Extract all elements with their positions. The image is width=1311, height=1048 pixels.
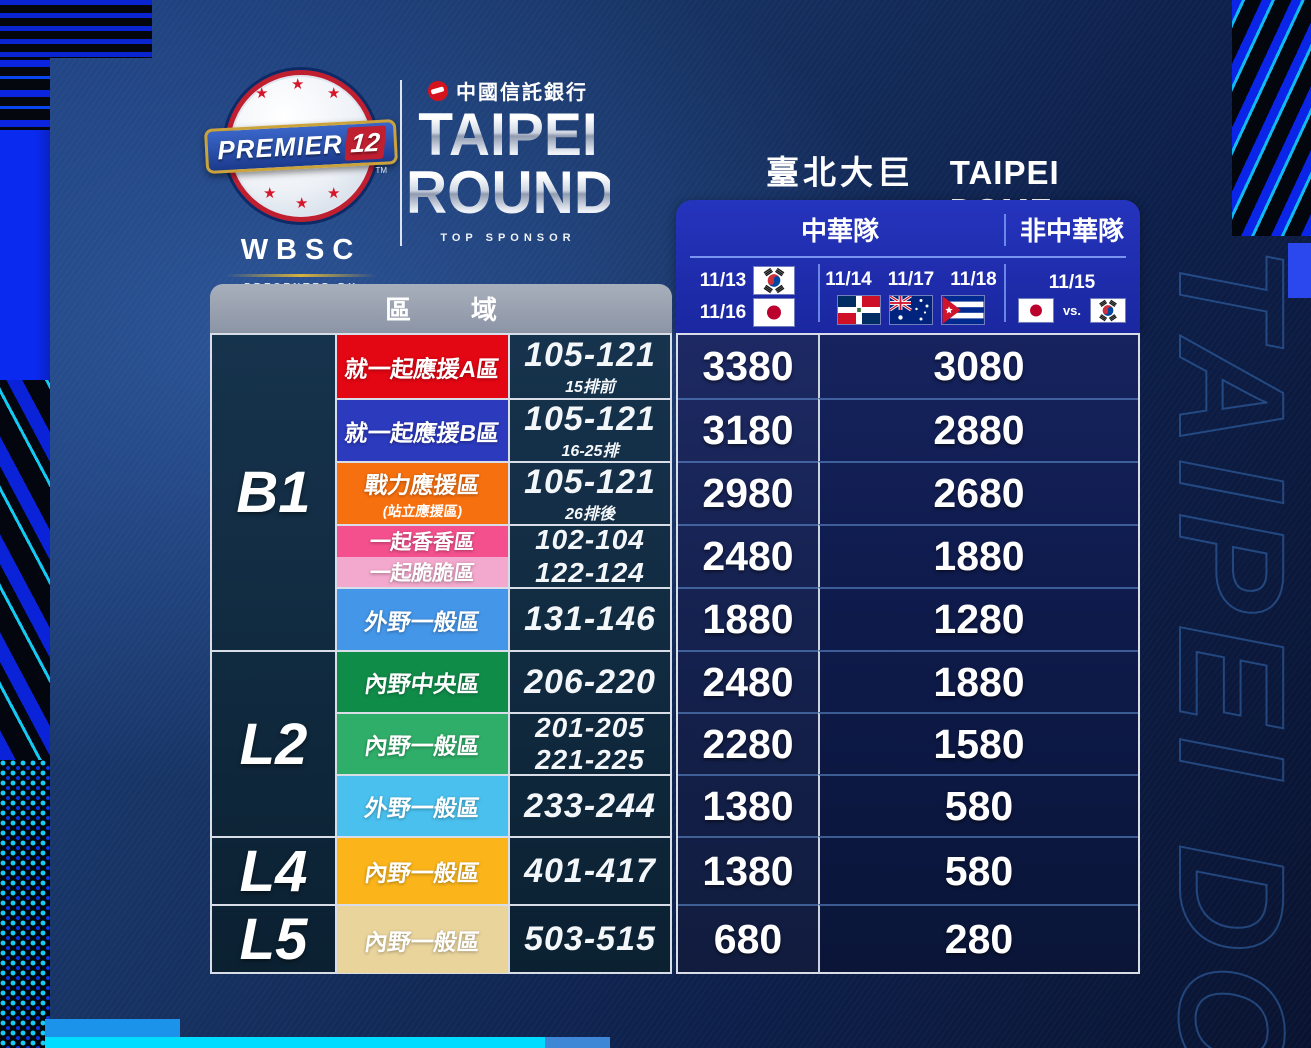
area-table: 區域 B1 L2 L4 L5 就一起應援A區 105-121 15排前 就一起應援… xyxy=(210,284,672,974)
away-team-header: 非中華隊 xyxy=(1019,216,1124,246)
flag-australia-icon xyxy=(890,296,932,324)
flag-dominican-republic-icon xyxy=(838,296,880,324)
zone-power-cheer: 戰力應援區 (站立應援區) xyxy=(335,461,508,524)
top-sponsor-label: TOP SPONSOR xyxy=(440,232,576,245)
date-group-2: 11/14 11/17 11/18 xyxy=(818,260,1004,333)
zone-outfield-b1: 外野一般區 xyxy=(335,587,508,650)
date-11-14: 11/14 xyxy=(825,269,872,290)
price-other: 1880 xyxy=(818,650,1138,712)
trademark-symbol: TM xyxy=(375,166,387,175)
seats-infield-central: 206-220 xyxy=(508,650,670,712)
price-table: 3380 3080 3180 2880 2980 2680 2480 1880 … xyxy=(676,333,1140,974)
zone-infield-general-l5: 內野一般區 xyxy=(335,904,508,973)
zone-cheer-b: 就一起應援B區 xyxy=(335,398,508,461)
date-11-16: 11/16 xyxy=(699,301,747,323)
date-group-3: 11/15 vs. xyxy=(1004,260,1140,333)
seats-outfield-l2: 233-244 xyxy=(508,774,670,836)
flag-south-korea-icon xyxy=(754,267,795,294)
flag-south-korea-icon xyxy=(1091,298,1126,322)
level-l5: L5 xyxy=(212,904,335,973)
zone-infield-general-l2: 內野一般區 xyxy=(335,712,508,774)
ctbc-bank-name: 中國信託銀行 xyxy=(456,82,588,104)
seats-power-cheer: 105-121 26排後 xyxy=(508,461,670,524)
taipei-dome-watermark: TAIPEI DOME xyxy=(1147,245,1311,1048)
seats-cheer-b: 105-121 16-25排 xyxy=(508,398,670,461)
level-b1: B1 xyxy=(236,460,311,525)
decor-bottom-strip-lightblue xyxy=(545,1037,610,1048)
date-11-17: 11/17 xyxy=(887,269,935,290)
seats-cheer-a: 105-121 15排前 xyxy=(508,335,670,398)
brand-divider-line xyxy=(400,80,402,246)
decor-top-left-glitch xyxy=(0,0,152,58)
zone-infield-general-l4: 內野一般區 xyxy=(335,836,508,904)
price-home: 2980 xyxy=(678,461,818,524)
price-home: 1380 xyxy=(678,774,818,836)
price-home: 2480 xyxy=(678,650,818,712)
price-home: 1880 xyxy=(678,587,818,650)
zone-outfield-l2: 外野一般區 xyxy=(335,774,508,836)
decor-top-right-leaf xyxy=(1232,0,1311,236)
decor-blue-square xyxy=(1288,243,1311,298)
taipei-round-logo: 中國信託銀行 TAIPEI ROUND TOP SPONSOR xyxy=(406,76,615,245)
price-other: 580 xyxy=(818,836,1138,904)
price-other: 1880 xyxy=(818,524,1138,587)
taipei-round-line2: ROUND xyxy=(406,158,615,227)
price-other: 2680 xyxy=(818,461,1138,524)
premier12-baseball-icon: ★ ★ ★ ★ ★ ★ PREMIER 12 TM xyxy=(203,70,399,222)
vs-label: vs. xyxy=(1062,302,1082,318)
date-11-15: 11/15 xyxy=(1048,271,1096,293)
schedule-panel: 中華隊 非中華隊 11/13 11/16 11/14 11/17 xyxy=(676,200,1140,333)
price-other: 2880 xyxy=(818,398,1138,461)
price-home: 3380 xyxy=(678,335,818,398)
price-other: 1580 xyxy=(818,712,1138,774)
zone-infield-central: 內野中央區 xyxy=(335,650,508,712)
decor-bottom-strip-cyan xyxy=(45,1037,545,1048)
gold-divider xyxy=(226,274,376,277)
seats-infield-general-l4: 401-417 xyxy=(508,836,670,904)
zone-cheer-a: 就一起應援A區 xyxy=(335,335,508,398)
seats-infield-general-l5: 503-515 xyxy=(508,904,670,973)
price-other: 1280 xyxy=(818,587,1138,650)
price-home: 680 xyxy=(678,904,818,973)
flag-japan-icon xyxy=(1018,298,1053,322)
price-home: 1380 xyxy=(678,836,818,904)
area-header-label: 區域 xyxy=(385,295,557,325)
level-l2: L2 xyxy=(212,650,335,836)
area-table-header: 區域 xyxy=(210,284,672,333)
flag-cuba-icon xyxy=(942,296,984,324)
price-home: 2480 xyxy=(678,524,818,587)
seats-outfield-b1: 131-146 xyxy=(508,587,670,650)
date-11-13: 11/13 xyxy=(699,269,747,291)
price-other: 3080 xyxy=(818,335,1138,398)
decor-left-strip xyxy=(0,0,50,1048)
price-home: 3180 xyxy=(678,398,818,461)
wbsc-wordmark: WBSC xyxy=(240,234,362,266)
ctbc-bank-icon xyxy=(428,80,448,101)
price-home: 2280 xyxy=(678,712,818,774)
date-11-18: 11/18 xyxy=(950,269,997,290)
level-l4: L4 xyxy=(212,836,335,904)
price-other: 580 xyxy=(818,774,1138,836)
flag-japan-icon xyxy=(754,299,795,326)
seats-shiang-cui: 102-104 122-124 xyxy=(508,524,670,588)
ctbc-bank-logo: 中國信託銀行 xyxy=(406,76,610,105)
price-other: 280 xyxy=(818,904,1138,973)
taipei-round-line1: TAIPEI xyxy=(406,105,610,164)
decor-bottom-strip-blue xyxy=(45,1019,180,1037)
date-group-1: 11/13 11/16 xyxy=(676,260,818,333)
zone-shiang-cui: 一起香香區 一起脆脆區 xyxy=(335,524,508,587)
seats-infield-general-l2: 201-205 221-225 xyxy=(508,712,670,775)
home-team-header: 中華隊 xyxy=(800,216,879,246)
header-rule xyxy=(690,256,1126,258)
